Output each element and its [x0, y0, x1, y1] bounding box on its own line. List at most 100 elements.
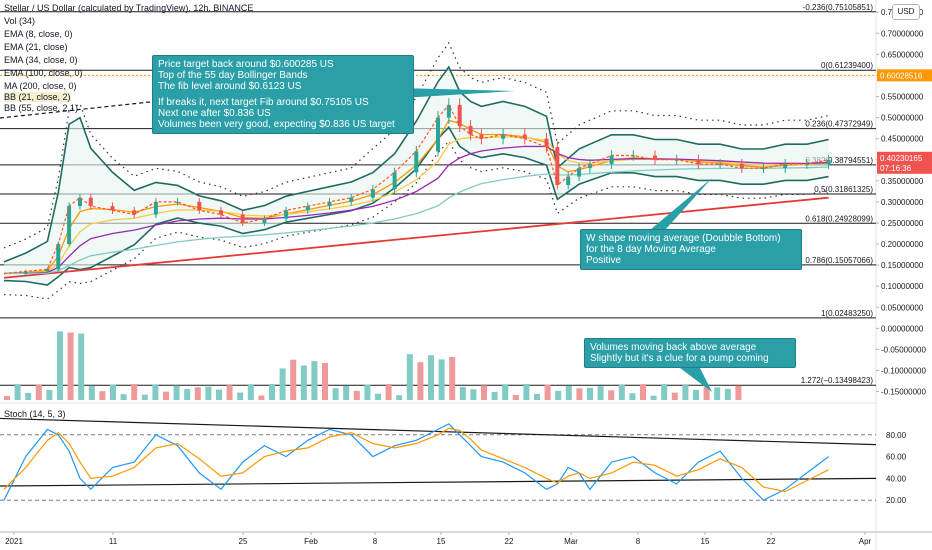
- candle-body: [566, 176, 571, 186]
- x-tick-label: 25: [239, 537, 248, 546]
- ma200-line: [3, 196, 829, 279]
- stoch-tick-label: 20.00: [886, 496, 907, 505]
- candle-body: [262, 218, 267, 223]
- callout-line: Volumes been very good, expecting $0.836…: [158, 119, 395, 130]
- volume-bar: [481, 385, 487, 400]
- volume-bar: [88, 385, 95, 400]
- candle-body: [522, 134, 527, 139]
- volume-bar: [502, 384, 509, 400]
- callout-line: Top of the 55 day Bollinger Bands: [158, 70, 308, 81]
- volume-bar: [396, 395, 403, 400]
- indicator-ema100[interactable]: EMA (100, close, 0): [4, 68, 83, 78]
- volume-bar: [629, 393, 636, 400]
- indicator-ema8[interactable]: EMA (8, close, 0): [4, 29, 73, 39]
- volume-bar: [523, 384, 530, 400]
- last-price-label: 0.40230165: [880, 154, 923, 163]
- indicator-vol[interactable]: Vol (34): [4, 16, 36, 26]
- volume-bar: [4, 396, 10, 400]
- volume-bar: [512, 395, 519, 400]
- fib-label: 0.5(0.31861325): [814, 185, 873, 194]
- y-tick-label: 0.70000000: [881, 29, 924, 38]
- bollinger-bands: [3, 41, 829, 300]
- indicator-bb21[interactable]: BB (21, close, 2): [4, 92, 71, 102]
- candle-body: [45, 269, 50, 272]
- callout-line: for the 8 day Moving Average: [586, 244, 716, 255]
- candle-body: [446, 104, 451, 118]
- callout-volumes: Volumes moving back above average Slight…: [584, 338, 796, 368]
- volume-bar: [194, 387, 201, 400]
- y-tick-label: 0.25000000: [881, 219, 924, 228]
- x-tick-label: Apr: [859, 537, 872, 546]
- volume-bar: [364, 384, 371, 400]
- x-tick-label: 11: [109, 537, 118, 546]
- volume-bar: [608, 390, 615, 400]
- indicator-ema34[interactable]: EMA (34, close, 0): [4, 55, 78, 65]
- candle-body: [284, 210, 289, 219]
- volume-bar: [693, 389, 699, 400]
- volume-bar: [78, 333, 85, 400]
- fib-label: 0.618(0.24928099): [805, 214, 873, 223]
- callout-line: Next one after $0.836 US: [158, 108, 271, 119]
- bb55-upper-dotted: [3, 41, 829, 249]
- volume-bar: [587, 387, 593, 400]
- candle-body: [436, 117, 440, 152]
- y-tick-label: 0.65000000: [881, 50, 924, 59]
- candle-body: [609, 155, 614, 164]
- fib-label: 0.382(0.38794551): [805, 156, 873, 165]
- x-tick-label: 22: [505, 537, 514, 546]
- x-tick-label: Mar: [564, 537, 578, 546]
- volume-bar: [661, 384, 668, 400]
- volume-bar: [417, 362, 424, 400]
- indicator-ma200[interactable]: MA (200, close, 0): [4, 81, 77, 91]
- candle-body: [219, 210, 223, 215]
- candle-body: [77, 197, 82, 207]
- volume-bar: [311, 361, 318, 400]
- candle-body: [739, 163, 744, 169]
- callout-price-target: Price target back around $0.600285 US To…: [152, 55, 414, 134]
- callout-line: W shape moving average (Doubble Bottom): [586, 233, 781, 244]
- volume-bar: [152, 384, 159, 400]
- fib-label: 1(0.02483250): [821, 309, 873, 318]
- volume-bar: [173, 385, 180, 400]
- fib-label: 0.786(0.15057066): [805, 256, 873, 265]
- volume-bar: [597, 386, 604, 400]
- candle-body: [240, 214, 245, 223]
- callout-line: If breaks it, next target Fib around $0.…: [158, 97, 369, 108]
- candle-body: [197, 201, 202, 211]
- stoch-k-line: [3, 423, 829, 501]
- candle-body: [56, 244, 61, 270]
- volume-bar: [565, 385, 572, 400]
- candle-body: [761, 168, 766, 170]
- volume-bar: [67, 332, 74, 400]
- price-target-label: 0.60028516: [880, 71, 923, 80]
- volume-bar: [576, 388, 583, 400]
- currency-button[interactable]: USD: [892, 4, 920, 20]
- stoch-tick-label: 60.00: [886, 453, 907, 462]
- y-tick-label: 0.05000000: [881, 303, 924, 312]
- x-tick-label: 2021: [5, 537, 23, 546]
- axes: [13, 11, 879, 535]
- last-price-timer: 07:16:36: [880, 164, 912, 173]
- volume-bar: [618, 384, 625, 400]
- last-price-badge: [877, 151, 932, 174]
- fib-levels: -0.236(0.75105851) 0(0.61239400) 0.236(0.4…: [0, 3, 876, 386]
- candle-body: [175, 201, 180, 203]
- volume-bar: [375, 393, 381, 400]
- x-tick-label: 8: [373, 537, 378, 546]
- stoch-label[interactable]: Stoch (14, 5, 3): [4, 409, 66, 419]
- callout-line: Positive: [586, 255, 622, 266]
- candle-body: [653, 155, 657, 160]
- y-tick-label: 0.50000000: [881, 114, 924, 123]
- volume-bar: [438, 359, 445, 400]
- candle-body: [23, 271, 28, 274]
- volume-bar: [449, 356, 456, 400]
- volume-bar: [671, 392, 678, 400]
- y-tick-label: 0.00000000: [881, 324, 924, 333]
- candle-body: [544, 138, 549, 148]
- volume-bar: [46, 390, 53, 400]
- stoch-tick-label: 80.00: [886, 431, 907, 440]
- y-tick-label: -0.05000000: [881, 345, 926, 354]
- indicator-ema21[interactable]: EMA (21, close): [4, 42, 68, 52]
- indicator-bb55[interactable]: BB (55, close, 2.1): [4, 103, 79, 113]
